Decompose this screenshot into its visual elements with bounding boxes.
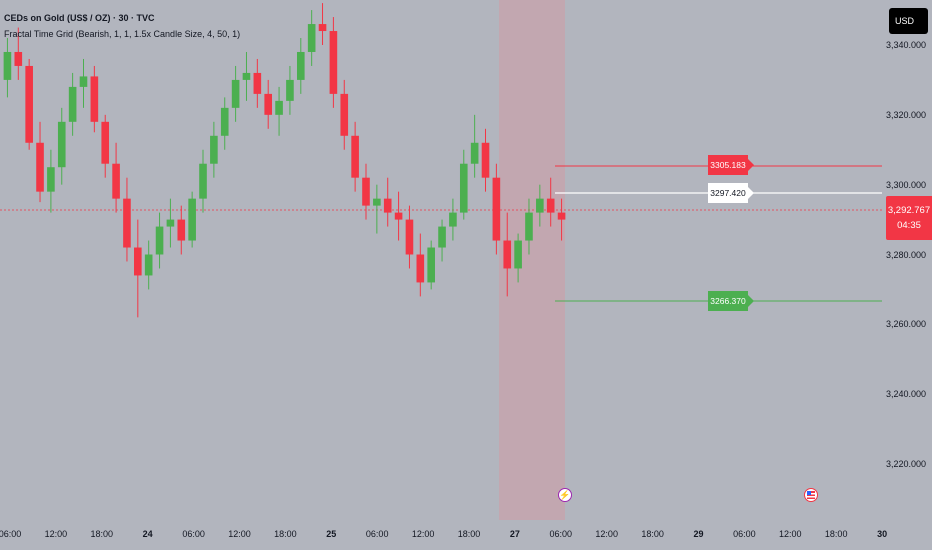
current-price-badge: 3,292.767 04:35	[886, 196, 932, 240]
candle-down	[340, 93, 349, 136]
candle-up	[525, 212, 533, 241]
time-tick-label: 06:00	[182, 529, 205, 539]
time-tick-label: 18:00	[457, 529, 481, 539]
candle-down	[318, 24, 327, 32]
candle-down	[557, 212, 566, 220]
legend-indicator[interactable]: Fractal Time Grid (Bearish, 1, 1, 1.5x C…	[4, 29, 241, 39]
candle-up	[514, 240, 522, 269]
candle-down	[134, 247, 142, 276]
candle-up	[373, 198, 381, 206]
price-chart[interactable]	[0, 0, 882, 520]
candle-up	[220, 107, 229, 136]
candle-up	[470, 142, 479, 164]
time-tick-label: 12:00	[595, 529, 618, 539]
time-tick-label: 06:00	[0, 529, 22, 539]
candle-up	[231, 79, 240, 108]
time-tick-label: 12:00	[44, 529, 68, 539]
mid-level-tag: 3297.420	[708, 183, 754, 203]
time-tick-label: 30	[877, 529, 888, 539]
candlestick-series	[3, 3, 566, 318]
upper-level-tag: 3305.183	[708, 155, 754, 175]
time-tick-label: 27	[509, 529, 520, 539]
time-tick-label: 12:00	[411, 529, 435, 539]
current-price-value: 3,292.767	[887, 205, 931, 216]
price-tick-label: 3,220.000	[885, 459, 926, 469]
lower-level-tag: 3266.370	[708, 291, 754, 311]
candle-up	[188, 198, 196, 241]
price-tick-label: 3,300.000	[885, 179, 926, 190]
bar-countdown: 04:35	[897, 220, 921, 231]
legend-symbol-title[interactable]: CEDs on Gold (US$ / OZ) · 30 · TVC	[4, 13, 155, 23]
candle-down	[351, 135, 359, 178]
time-tick-label: 12:00	[228, 529, 251, 539]
time-tick-label: 18:00	[274, 529, 297, 539]
candle-down	[329, 31, 338, 94]
time-tick-label: 06:00	[549, 529, 573, 539]
price-tick-label: 3,340.000	[885, 40, 926, 50]
candle-down	[383, 198, 392, 213]
price-tick-label: 3,260.000	[885, 319, 926, 330]
candle-down	[405, 219, 414, 255]
currency-button[interactable]: USD	[889, 8, 928, 34]
candle-down	[14, 51, 23, 66]
candle-up	[57, 121, 66, 168]
candle-down	[123, 198, 131, 248]
candle-down	[264, 93, 273, 115]
lower-level-value: 3266.370	[710, 296, 746, 306]
candle-down	[394, 212, 403, 220]
time-axis[interactable]: 06:00 12:00 18:00 24 06:00 12:00 18:00 25 06:00 1…	[0, 520, 887, 550]
candle-down	[416, 254, 425, 283]
us-flag-icon[interactable]	[804, 488, 818, 502]
candle-down	[362, 177, 370, 206]
price-tick-label: 3,240.000	[885, 389, 926, 400]
candle-up	[144, 254, 153, 276]
candle-up	[438, 226, 446, 248]
candle-up	[155, 226, 164, 255]
candle-down	[177, 219, 186, 241]
flash-icon[interactable]: ⚡	[558, 488, 572, 502]
price-tick-label: 3,280.000	[885, 249, 926, 260]
candle-up	[199, 163, 207, 199]
candle-down	[492, 177, 501, 241]
candle-up	[449, 212, 457, 227]
candle-down	[101, 121, 110, 164]
time-tick-label: 18:00	[641, 529, 664, 539]
candle-up	[275, 100, 283, 115]
price-axis[interactable]: 3,340.000 3,320.000 3,300.000 3,280.000 3,26…	[882, 0, 932, 550]
time-tick-label: 24	[142, 529, 153, 539]
candle-up	[242, 72, 251, 80]
chart-pane[interactable]: CEDs on Gold (US$ / OZ) · 30 · TVC Fract…	[0, 0, 882, 520]
time-tick-label: 06:00	[365, 529, 389, 539]
candle-down	[503, 240, 512, 269]
candle-down	[36, 142, 44, 192]
candle-up	[68, 86, 77, 122]
candle-up	[47, 167, 55, 192]
candle-up	[427, 247, 435, 283]
candle-up	[166, 219, 175, 227]
candle-up	[296, 51, 305, 80]
candle-up	[459, 163, 468, 213]
time-tick-label: 18:00	[90, 529, 114, 539]
candle-down	[25, 65, 33, 143]
time-tick-label: 29	[693, 529, 704, 539]
upper-level-value: 3305.183	[710, 160, 746, 170]
mid-level-value: 3297.420	[710, 188, 746, 198]
time-tick-label: 12:00	[779, 529, 802, 539]
time-tick-label: 25	[326, 529, 337, 539]
candle-up	[79, 76, 88, 87]
candle-up	[3, 51, 12, 80]
time-tick-label: 18:00	[824, 529, 848, 539]
candle-down	[253, 72, 262, 94]
time-tick-label: 06:00	[733, 529, 756, 539]
candle-down	[546, 198, 555, 213]
candle-up	[307, 24, 316, 52]
candle-up	[210, 135, 218, 164]
price-tick-label: 3,320.000	[885, 109, 926, 120]
candle-down	[112, 163, 120, 199]
candle-up	[286, 79, 294, 101]
candle-down	[90, 76, 99, 122]
candle-down	[481, 142, 490, 178]
candle-up	[536, 198, 544, 213]
